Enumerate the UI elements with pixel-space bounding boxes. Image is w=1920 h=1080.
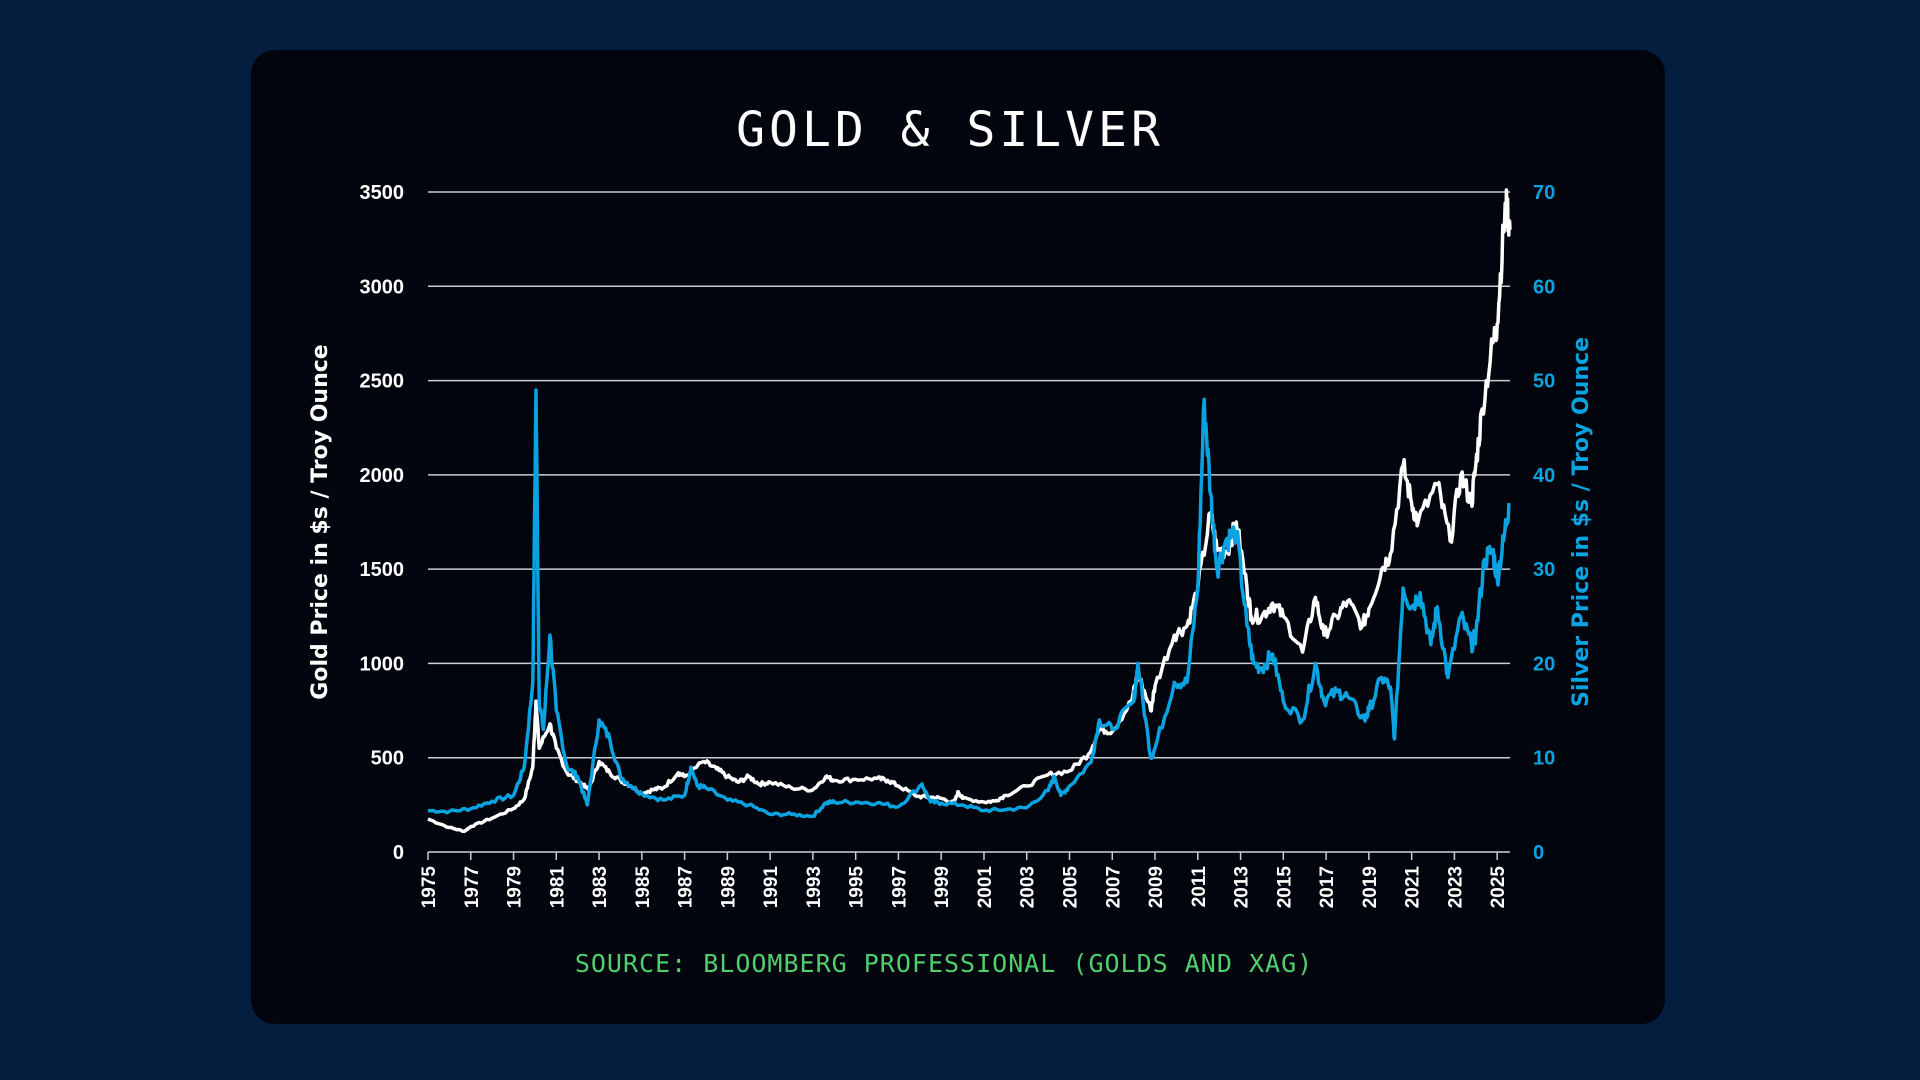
y2-tick-label: 60 (1533, 276, 1555, 298)
gold-series-line (427, 188, 1512, 834)
y2-tick-label: 40 (1533, 465, 1555, 487)
x-tick-label: 2025 (1488, 866, 1509, 909)
y2-tick-label: 0 (1533, 842, 1544, 864)
y-tick-label: 2500 (360, 371, 405, 393)
x-tick-label: 2009 (1146, 866, 1167, 908)
x-tick-label: 2017 (1317, 866, 1338, 908)
y2-tick-label: 50 (1533, 371, 1555, 393)
y-tick-label: 3000 (360, 276, 405, 298)
y-axis-label: Gold Price in $s / Troy Ounce (308, 344, 333, 699)
y-tick-label: 1000 (360, 653, 405, 675)
x-tick-label: 2023 (1445, 866, 1466, 908)
chart-card (251, 50, 1665, 1024)
y2-tick-label: 20 (1533, 653, 1555, 675)
y2-tick-label: 70 (1533, 182, 1555, 204)
y-tick-label: 0 (393, 842, 404, 864)
chart-title: GOLD & SILVER (736, 102, 1164, 158)
y2-tick-label: 10 (1533, 748, 1555, 770)
x-tick-label: 1985 (633, 866, 654, 909)
x-tick-label: 2011 (1189, 866, 1210, 908)
x-tick-label: 1991 (761, 866, 782, 909)
x-tick-label: 1977 (462, 866, 483, 908)
x-tick-label: 1983 (590, 866, 611, 908)
source-note: SOURCE: BLOOMBERG PROFESSIONAL (GOLDS AN… (575, 949, 1313, 978)
x-tick-label: 1997 (889, 866, 910, 908)
x-tick-label: 1975 (419, 866, 440, 909)
silver-series-line (427, 388, 1511, 819)
y2-tick-label: 30 (1533, 559, 1555, 581)
x-tick-label: 2005 (1061, 866, 1082, 909)
x-tick-label: 2001 (975, 866, 996, 909)
x-tick-label: 1987 (676, 866, 697, 908)
x-tick-label: 2021 (1403, 866, 1424, 909)
y-tick-label: 1500 (360, 559, 405, 581)
y-tick-label: 500 (371, 748, 404, 770)
x-tick-label: 2007 (1103, 866, 1124, 908)
y2-axis-label: Silver Price in $s / Troy Ounce (1569, 337, 1594, 707)
x-tick-label: 1981 (547, 866, 568, 909)
x-tick-label: 2019 (1360, 866, 1381, 908)
x-tick-label: 1993 (804, 866, 825, 908)
x-tick-label: 2013 (1232, 866, 1253, 908)
x-tick-label: 1999 (932, 866, 953, 908)
x-tick-label: 1989 (718, 866, 739, 908)
x-tick-label: 1995 (847, 866, 868, 909)
y-tick-label: 3500 (360, 182, 405, 204)
x-tick-label: 1979 (505, 866, 526, 908)
y-tick-label: 2000 (360, 465, 405, 487)
x-tick-label: 2015 (1274, 866, 1295, 909)
x-tick-label: 2003 (1018, 866, 1039, 908)
